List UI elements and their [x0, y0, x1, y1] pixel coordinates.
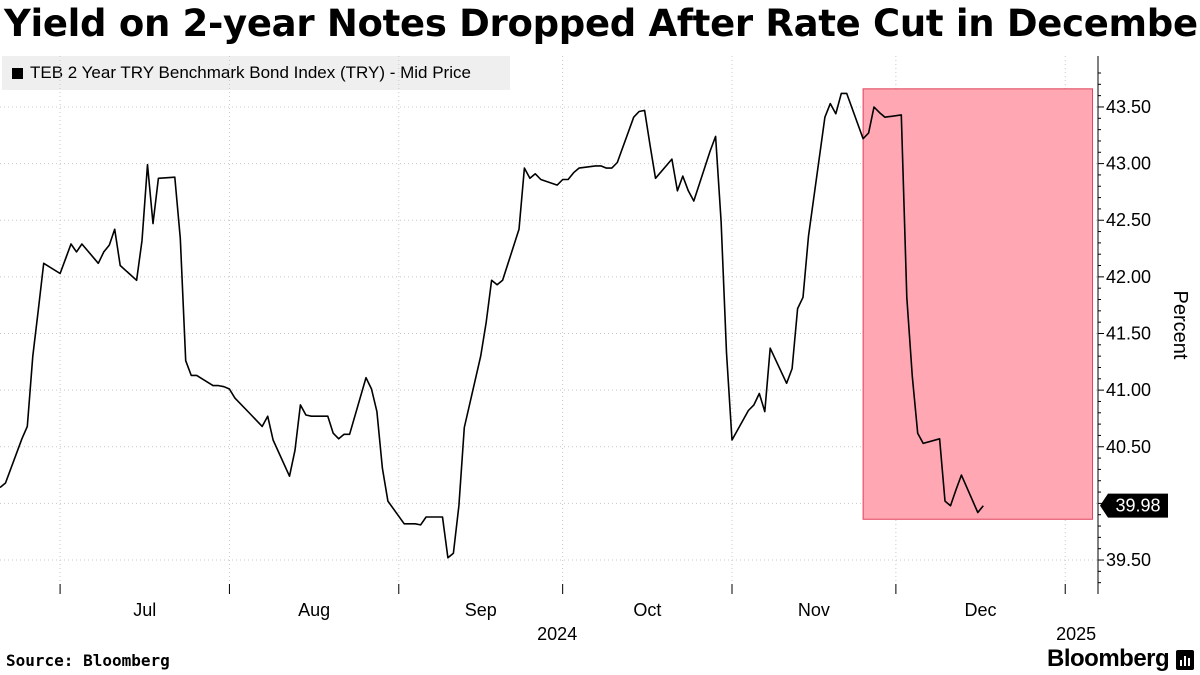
- bloomberg-logo: Bloomberg: [1047, 645, 1170, 672]
- y-tick-label: 39.50: [1106, 550, 1151, 570]
- legend-label: TEB 2 Year TRY Benchmark Bond Index (TRY…: [30, 63, 471, 82]
- y-tick-label: 41.50: [1106, 323, 1151, 343]
- y-axis-title: Percent: [1169, 291, 1191, 360]
- last-value-flag: [1100, 493, 1168, 518]
- x-tick-label: Jul: [133, 600, 156, 620]
- bloomberg-terminal-icon: [1176, 650, 1194, 670]
- x-tick-label: Oct: [633, 600, 661, 620]
- x-tick-label: Sep: [465, 600, 497, 620]
- legend-swatch: [12, 68, 23, 79]
- chart-title: Yield on 2-year Notes Dropped After Rate…: [4, 2, 1200, 45]
- series-line: [0, 92, 984, 559]
- y-tick-label: 42.50: [1106, 210, 1151, 230]
- x-tick-label: Aug: [298, 600, 330, 620]
- highlight-box: [862, 88, 1094, 520]
- y-tick-label: 42.00: [1106, 267, 1151, 287]
- legend: TEB 2 Year TRY Benchmark Bond Index (TRY…: [2, 56, 510, 90]
- x-year-label: 2025: [1056, 624, 1096, 644]
- last-value-label: 39.98: [1115, 496, 1160, 516]
- x-year-label: 2024: [537, 624, 577, 644]
- x-tick-label: Dec: [965, 600, 997, 620]
- source-note: Source: Bloomberg: [6, 651, 170, 670]
- y-tick-label: 43.00: [1106, 154, 1151, 174]
- y-tick-label: 43.50: [1106, 97, 1151, 117]
- x-tick-label: Nov: [798, 600, 830, 620]
- y-tick-label: 41.00: [1106, 380, 1151, 400]
- y-tick-label: 40.50: [1106, 437, 1151, 457]
